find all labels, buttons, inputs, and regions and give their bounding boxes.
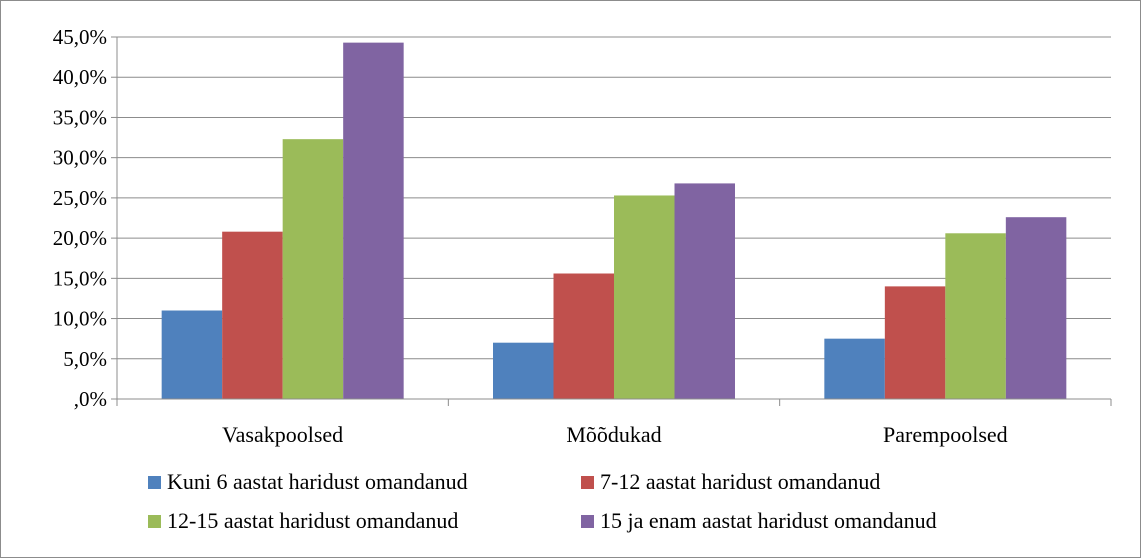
legend: Kuni 6 aastat haridust omandanud 7-12 aas… xyxy=(148,469,937,533)
bar-2-series-2 xyxy=(553,273,614,399)
legend-label: 15 ja enam aastat haridust omandanud xyxy=(600,508,937,533)
y-tick-label: 25,0% xyxy=(53,186,107,210)
legend-label: Kuni 6 aastat haridust omandanud xyxy=(167,469,468,494)
x-tick-label: Parempoolsed xyxy=(883,422,1008,447)
x-tick-labels: Vasakpoolsed Mõõdukad Parempoolsed xyxy=(222,422,1007,447)
y-tick-labels: ,0% 5,0% 10,0% 15,0% 20,0% 25,0% 30,0% 35,0% 40,… xyxy=(53,25,107,411)
legend-swatch xyxy=(148,515,161,528)
bar-1-series-1 xyxy=(161,310,223,399)
y-tick-label: 30,0% xyxy=(53,146,107,170)
y-tick-label: 5,0% xyxy=(63,347,107,371)
bar-3-series-3 xyxy=(945,233,1006,399)
legend-label: 12-15 aastat haridust omandanud xyxy=(167,508,458,533)
bar-2-series-1 xyxy=(493,342,554,399)
bar-3-series-1 xyxy=(824,338,885,399)
legend-swatch xyxy=(148,476,161,489)
legend-swatch xyxy=(581,476,594,489)
y-tick-label: 40,0% xyxy=(53,65,107,89)
y-tick-label: 10,0% xyxy=(53,307,107,331)
legend-label: 7-12 aastat haridust omandanud xyxy=(600,469,880,494)
y-tick-label: ,0% xyxy=(74,387,107,411)
bars xyxy=(161,42,1067,400)
bar-1-series-4 xyxy=(343,42,404,400)
bar-2-series-4 xyxy=(674,183,735,399)
y-tick-label: 45,0% xyxy=(53,25,107,49)
y-tick-label: 20,0% xyxy=(53,226,107,250)
bar-3-series-4 xyxy=(1005,217,1067,399)
axes xyxy=(111,36,1112,406)
y-tick-label: 35,0% xyxy=(53,105,107,129)
legend-swatch xyxy=(581,515,594,528)
x-tick-label: Vasakpoolsed xyxy=(222,422,343,447)
x-tick-label: Mõõdukad xyxy=(566,422,661,447)
bar-1-series-2 xyxy=(222,231,283,399)
bar-3-series-2 xyxy=(884,286,946,399)
bar-2-series-3 xyxy=(614,195,675,399)
bar-1-series-3 xyxy=(282,139,344,400)
y-tick-label: 15,0% xyxy=(53,266,107,290)
